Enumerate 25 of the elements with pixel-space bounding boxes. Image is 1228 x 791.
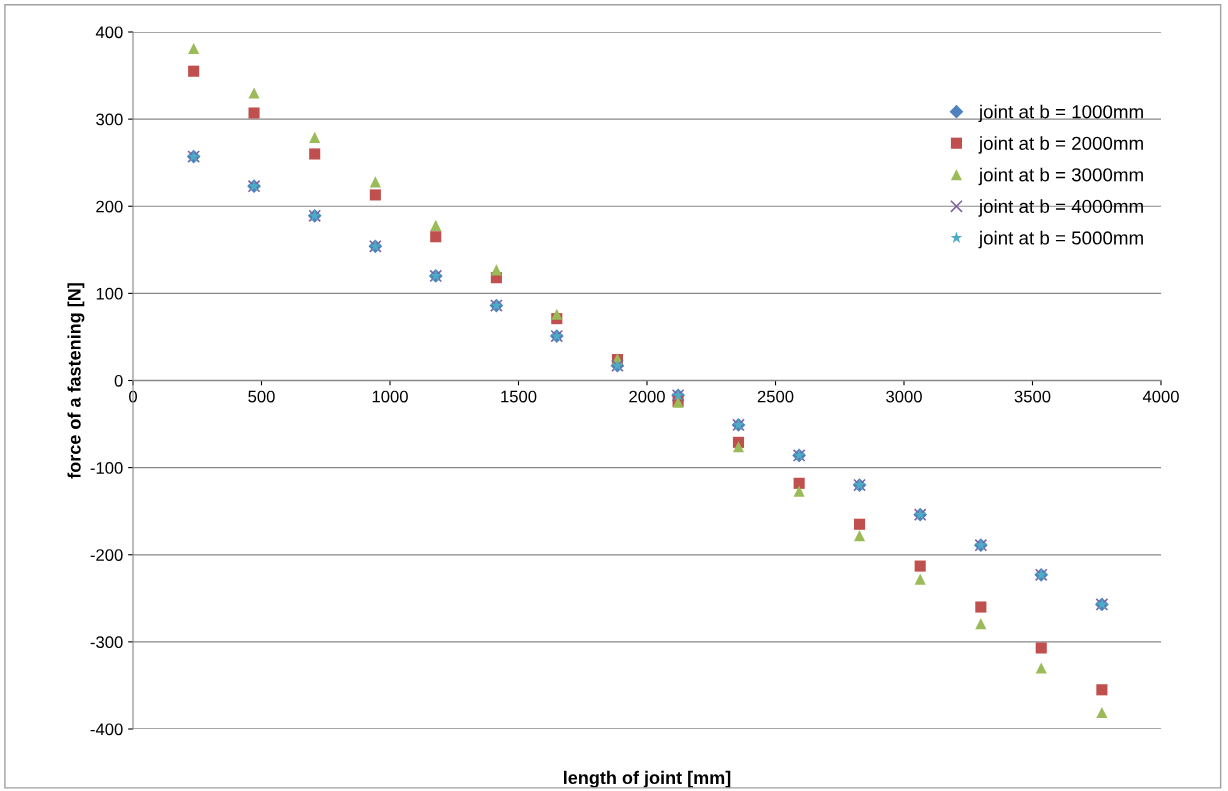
y-tick-label: -400	[90, 723, 123, 736]
legend-label: joint at b = 2000mm	[978, 136, 1143, 154]
y-tick-label: 400	[95, 26, 123, 39]
y-tick-label: -300	[90, 636, 123, 649]
x-tick-label: 1500	[501, 390, 537, 403]
x-tick-label: 4000	[1142, 390, 1179, 403]
x-axis-title: length of joint [mm]	[564, 770, 731, 788]
y-tick-label: -100	[90, 462, 123, 474]
legend-label: joint at b = 3000mm	[978, 167, 1143, 186]
x-tick-label: 3000	[886, 390, 922, 403]
y-tick-label: -200	[90, 549, 123, 561]
x-tick-label: 2500	[757, 390, 794, 403]
y-tick-label: 100	[96, 287, 123, 300]
y-tick-label: 200	[96, 200, 123, 213]
x-tick-label: 1000	[372, 390, 408, 403]
legend-label: joint at b = 4000mm	[978, 199, 1143, 217]
y-tick-label: 0	[114, 374, 123, 387]
x-tick-label: 500	[248, 390, 275, 403]
legend-label: joint at b = 1000mm	[978, 104, 1143, 123]
x-tick-label: 2000	[629, 390, 665, 403]
x-tick-label: 3500	[1014, 390, 1051, 403]
legend-label: joint at b = 5000mm	[978, 230, 1143, 249]
y-axis-title: force of a fastening [N]	[67, 283, 85, 479]
y-tick-label: 300	[96, 113, 123, 126]
x-tick-label: 0	[129, 390, 137, 403]
